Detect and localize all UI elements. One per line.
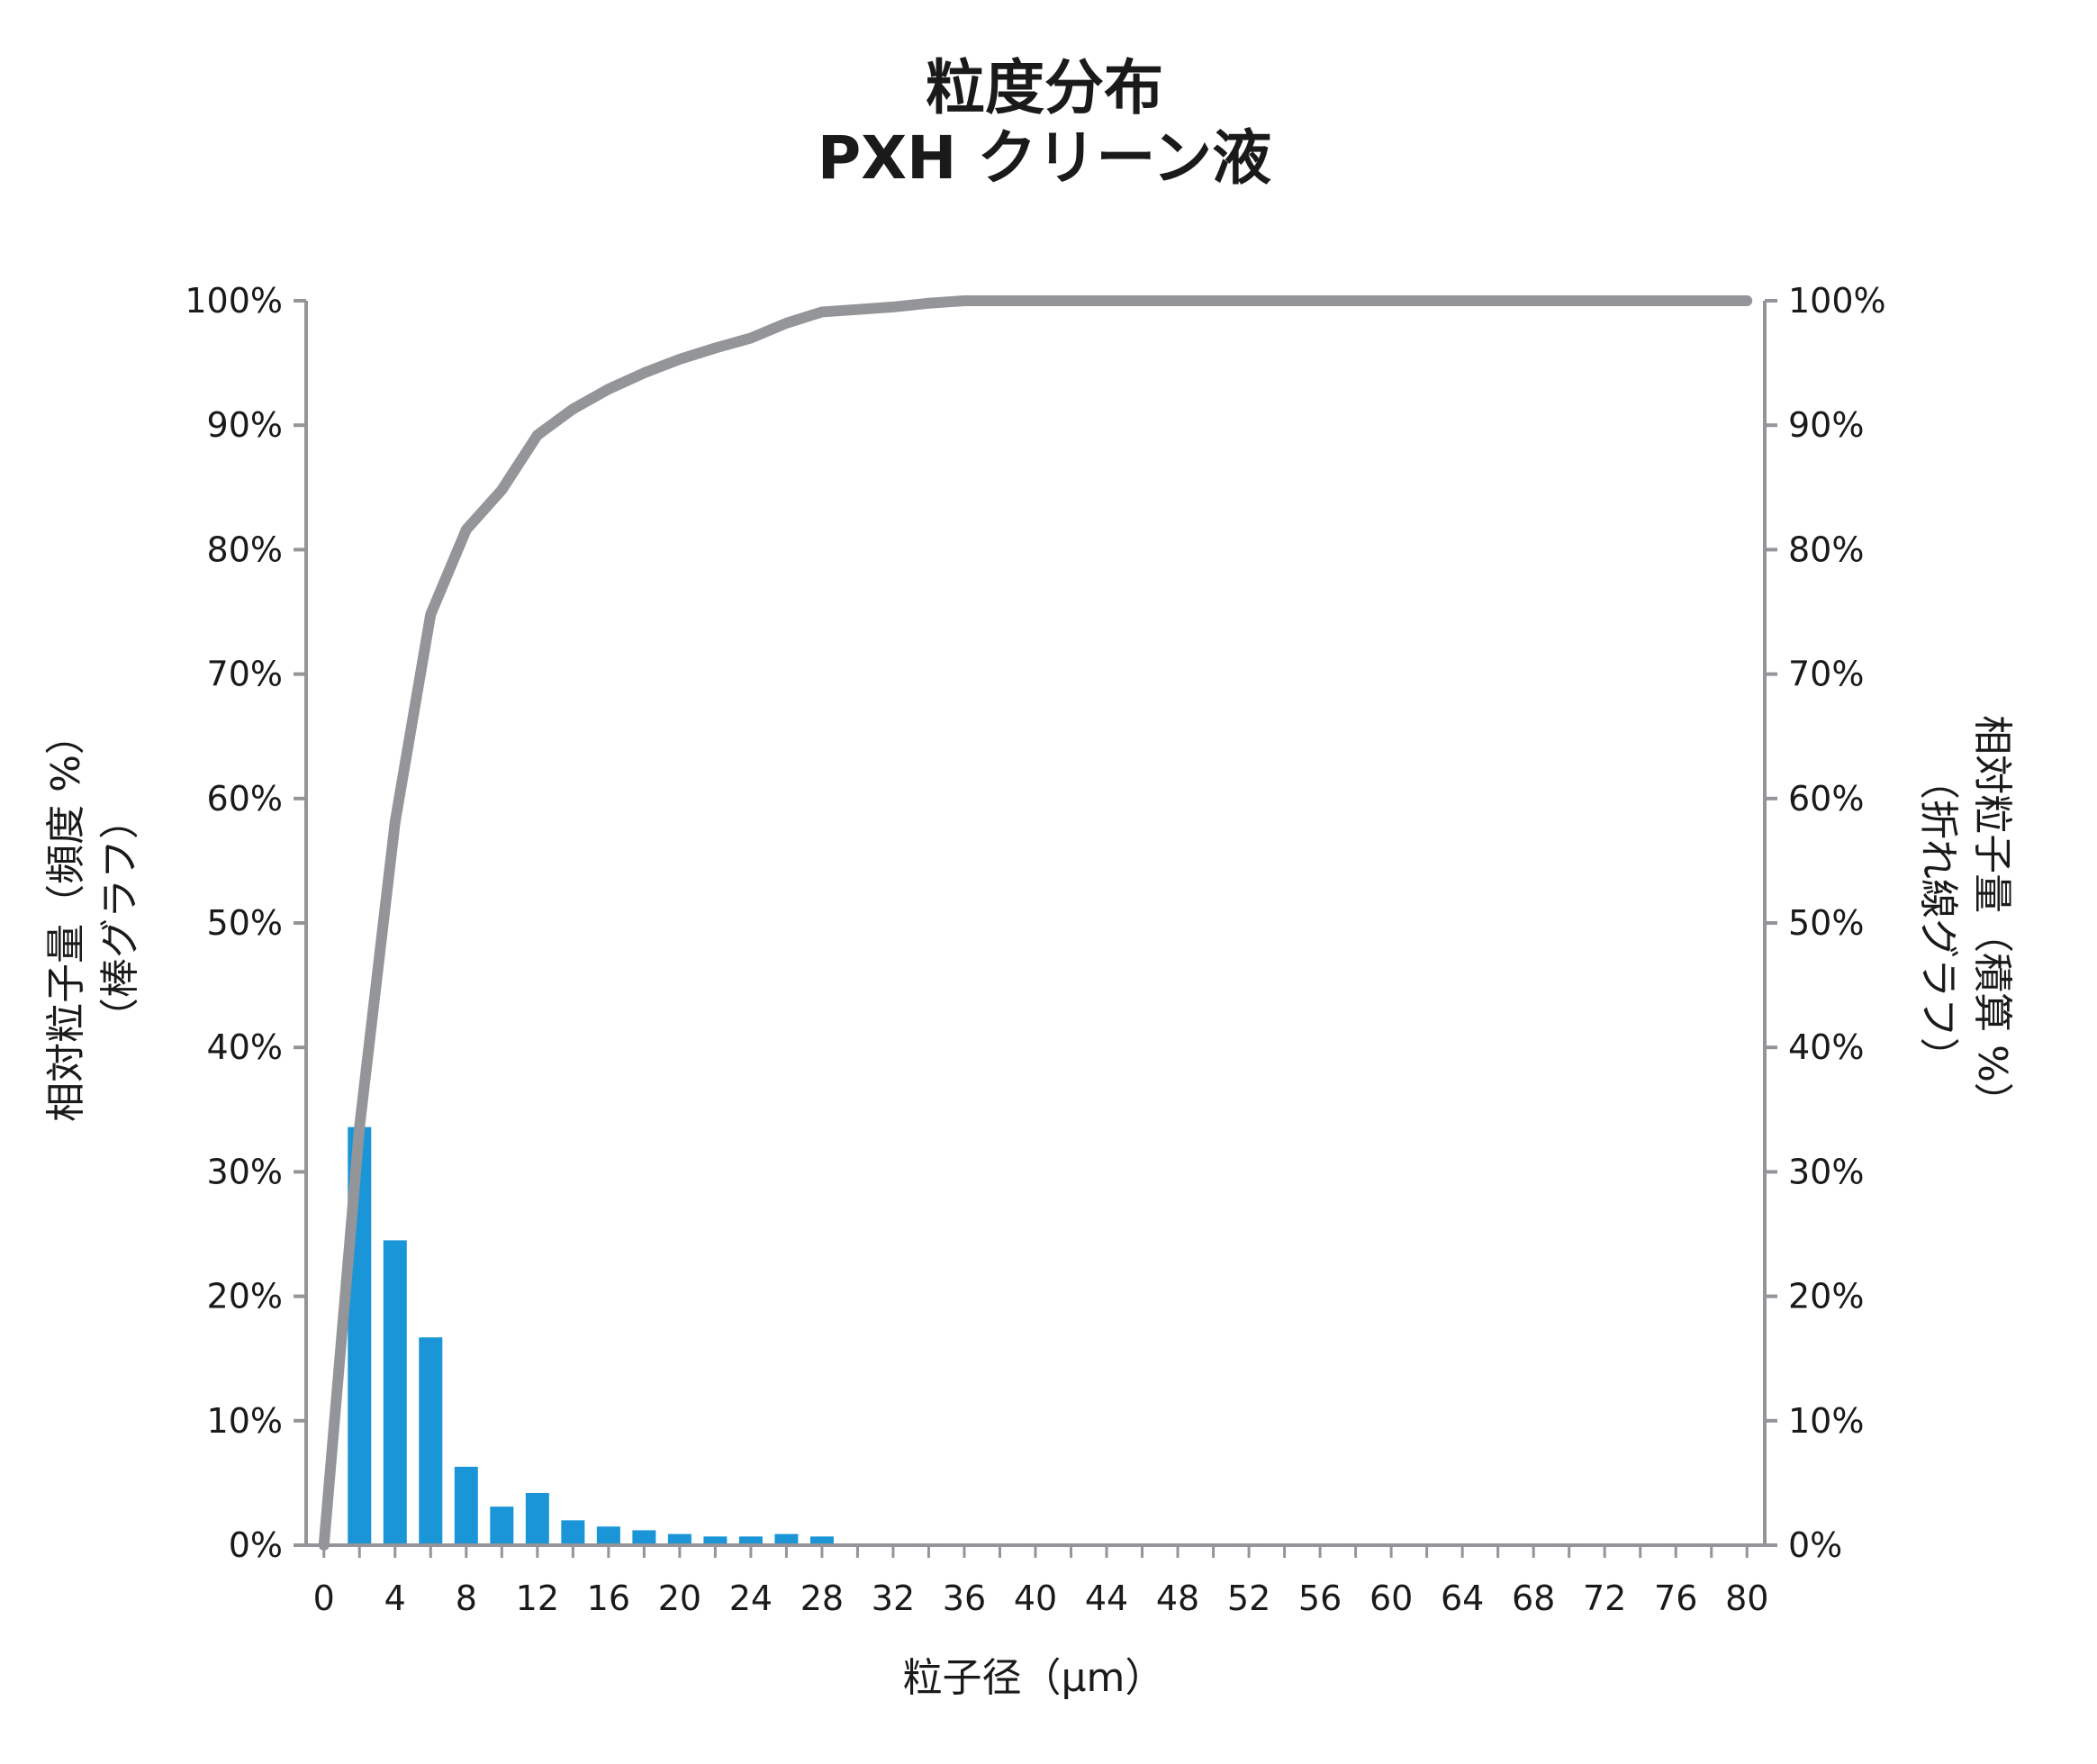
x-tick-label: 60 — [1369, 1579, 1413, 1618]
bar-18um — [632, 1530, 656, 1545]
bar-series — [348, 1126, 834, 1545]
x-tick-label: 28 — [800, 1579, 844, 1618]
right-y-tick-label: 10% — [1788, 1401, 1864, 1441]
left-y-tick-label: 0% — [229, 1525, 283, 1565]
right-axis-title: 相対粒子量（積算 %） （折れ線グラフ） — [1915, 715, 2015, 1122]
left-y-tick-label: 90% — [207, 405, 283, 445]
x-axis-title: 粒子径（μm） — [903, 1655, 1165, 1701]
right-y-tick-label: 30% — [1788, 1152, 1864, 1191]
x-tick-label: 64 — [1441, 1579, 1484, 1618]
bar-16um — [596, 1526, 620, 1545]
right-y-tick-label: 0% — [1788, 1525, 1842, 1565]
bar-26um — [774, 1533, 799, 1545]
bar-8um — [454, 1466, 478, 1545]
bar-28um — [809, 1536, 834, 1545]
chart-title-line-1: 粒度分布 — [926, 53, 1163, 122]
x-tick-label: 12 — [516, 1579, 559, 1618]
right-axis-title-line-2: （折れ線グラフ） — [1915, 760, 1961, 1077]
x-tick-label: 0 — [313, 1579, 335, 1618]
right-axis-title-line-1: 相対粒子量（積算 %） — [1969, 715, 2015, 1122]
bar-24um — [738, 1536, 763, 1545]
left-y-tick-label: 40% — [207, 1027, 283, 1067]
left-y-tick-label: 100% — [185, 281, 283, 321]
x-tick-label: 52 — [1227, 1579, 1270, 1618]
x-tick-label: 76 — [1654, 1579, 1697, 1618]
x-tick-label: 20 — [658, 1579, 701, 1618]
x-tick-label: 8 — [456, 1579, 477, 1618]
x-tick-label: 72 — [1583, 1579, 1626, 1618]
cumulative-line — [318, 295, 1753, 1551]
x-tick-label: 56 — [1298, 1579, 1342, 1618]
right-y-tick-label: 60% — [1788, 779, 1864, 819]
x-tick-label: 4 — [384, 1579, 406, 1618]
left-axis-title-line-1: 相対粒子量（頻度 %） — [43, 715, 89, 1122]
x-tick-label: 44 — [1085, 1579, 1128, 1618]
left-y-tick-label: 20% — [207, 1277, 283, 1316]
x-tick-label: 32 — [872, 1579, 915, 1618]
axes — [294, 299, 1777, 1558]
bar-20um — [667, 1533, 691, 1545]
x-tick-label: 36 — [943, 1579, 986, 1618]
right-y-tick-label: 90% — [1788, 405, 1864, 445]
x-tick-label: 80 — [1725, 1579, 1768, 1618]
right-y-tick-label: 40% — [1788, 1027, 1864, 1067]
right-y-tick-label: 50% — [1788, 903, 1864, 943]
bar-4um — [383, 1240, 407, 1545]
x-tick-label: 48 — [1156, 1579, 1199, 1618]
left-y-tick-label: 10% — [207, 1401, 283, 1441]
left-y-tick-label: 50% — [207, 903, 283, 943]
bar-14um — [561, 1520, 585, 1545]
left-y-tick-label: 70% — [207, 655, 283, 694]
right-y-tick-label: 80% — [1788, 529, 1864, 569]
right-y-tick-label: 70% — [1788, 655, 1864, 694]
bar-10um — [490, 1506, 514, 1545]
bar-22um — [703, 1536, 728, 1545]
bar-12um — [525, 1492, 549, 1545]
bar-6um — [419, 1337, 443, 1545]
cumulative-line-series — [318, 295, 1753, 1551]
tick-labels: 0% 0% 10% 10% 20% 20% 30% 30% 40% 40% 50% 50% 60% 60%… — [185, 281, 1885, 1618]
chart-title-line-2: PXH クリーン液 — [818, 123, 1271, 193]
left-axis-title-line-2: （棒グラフ） — [97, 800, 143, 1037]
left-y-tick-label: 80% — [207, 529, 283, 569]
x-tick-label: 68 — [1512, 1579, 1555, 1618]
right-y-tick-label: 20% — [1788, 1277, 1864, 1316]
right-y-tick-label: 100% — [1788, 281, 1886, 321]
x-tick-label: 40 — [1014, 1579, 1057, 1618]
left-y-tick-label: 60% — [207, 779, 283, 819]
x-tick-label: 16 — [587, 1579, 630, 1618]
left-axis-title: 相対粒子量（頻度 %） （棒グラフ） — [43, 715, 143, 1122]
x-tick-label: 24 — [729, 1579, 773, 1618]
left-y-tick-label: 30% — [207, 1152, 283, 1191]
